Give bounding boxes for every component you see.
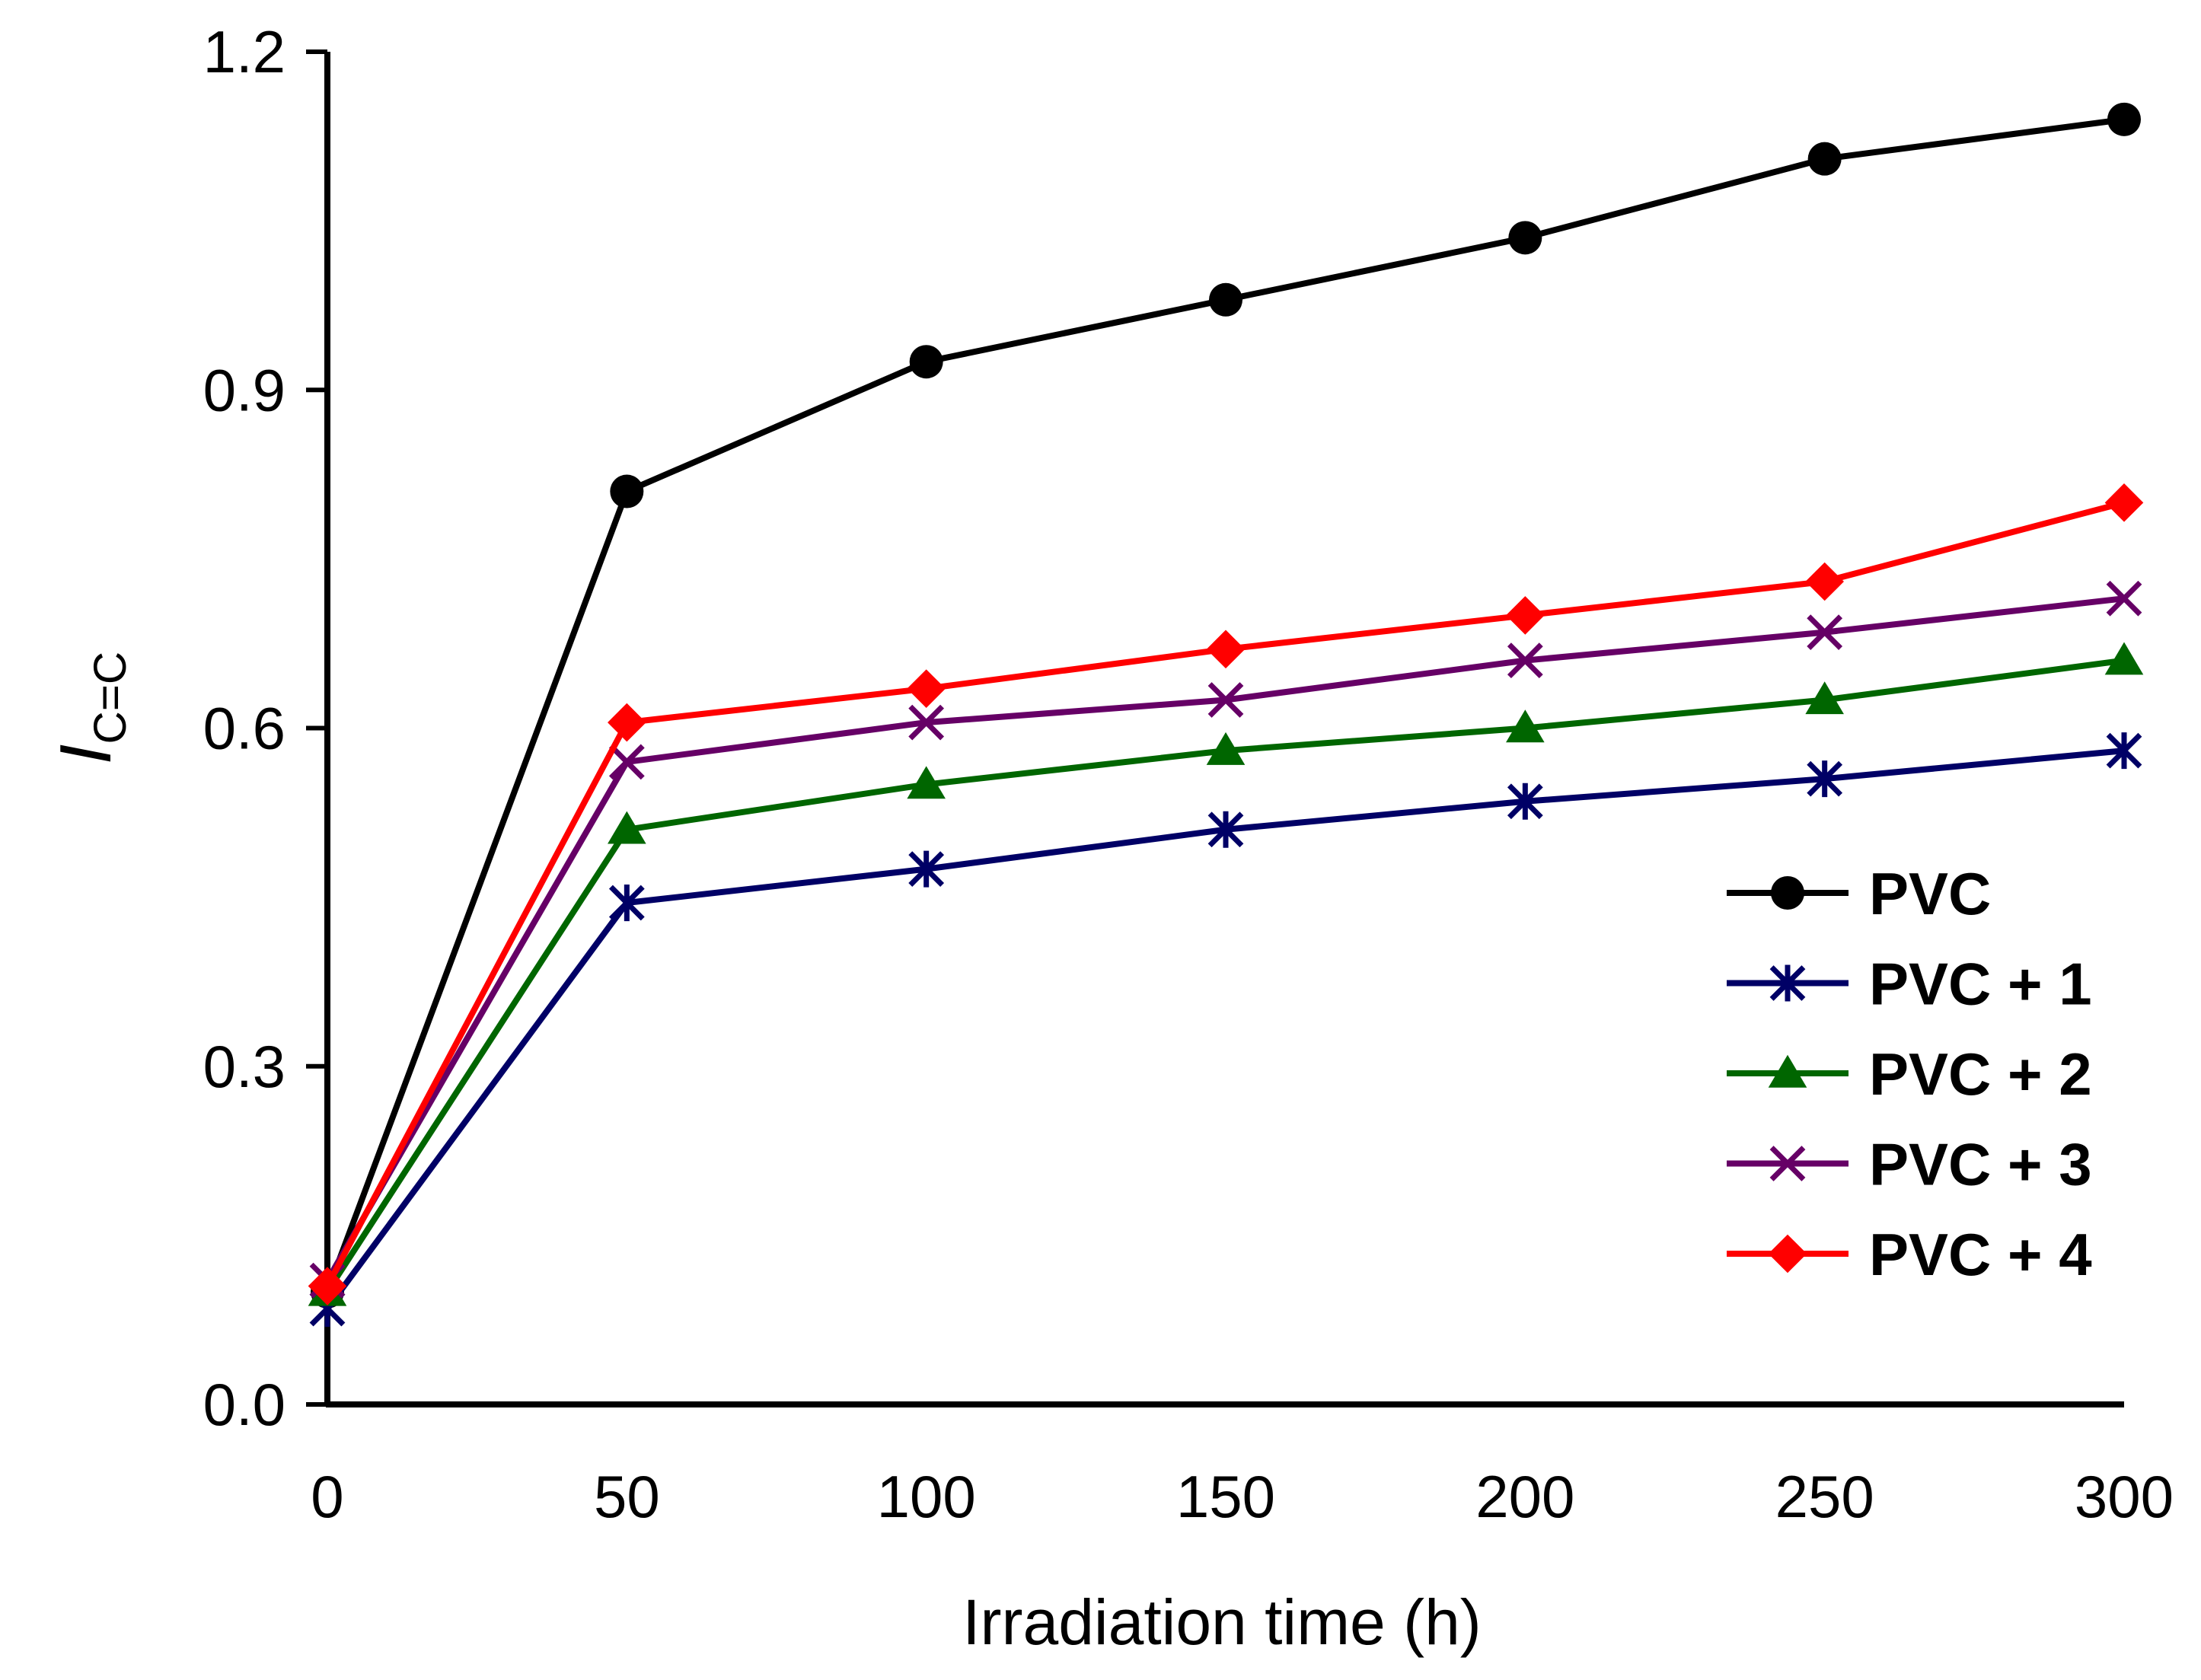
legend-item: PVC + 4 bbox=[1727, 1221, 2092, 1288]
series-pvc-1 bbox=[309, 732, 2142, 1328]
x-axis-title: Irradiation time (h) bbox=[962, 1586, 1482, 1658]
data-point-diamond bbox=[608, 703, 646, 742]
series-pvc-2 bbox=[308, 642, 2144, 1306]
x-tick-label: 300 bbox=[2075, 1463, 2174, 1530]
legend: PVC PVC + 1 PVC + 2 PVC + 3 PVC + 4 bbox=[1727, 860, 2092, 1288]
y-tick-label: 0.6 bbox=[203, 695, 285, 762]
data-point-diamond bbox=[2104, 483, 2144, 522]
data-point-asterisk bbox=[2106, 732, 2142, 770]
data-point-asterisk bbox=[608, 884, 645, 922]
data-point-x bbox=[1807, 614, 1843, 651]
y-axis-title-main: I bbox=[45, 744, 126, 765]
legend-label: PVC + 3 bbox=[1869, 1131, 2092, 1198]
legend-label: PVC + 1 bbox=[1869, 951, 2092, 1018]
data-point-asterisk bbox=[1807, 760, 1843, 798]
y-tick-label: 0.3 bbox=[203, 1033, 285, 1100]
legend-label: PVC + 2 bbox=[1869, 1041, 2092, 1108]
data-point-diamond bbox=[1805, 562, 1844, 601]
data-point-asterisk bbox=[908, 850, 945, 888]
marker-stroke bbox=[1507, 642, 1543, 679]
x-tick-label: 0 bbox=[311, 1463, 343, 1530]
marker-stroke bbox=[1769, 1146, 1806, 1181]
marker-stroke bbox=[908, 704, 945, 741]
data-point-diamond bbox=[308, 1267, 347, 1305]
legend-label: PVC bbox=[1869, 860, 1991, 927]
data-point-circle bbox=[1807, 142, 1842, 176]
series-line bbox=[324, 499, 2126, 1288]
legend-item: PVC + 2 bbox=[1727, 1041, 2092, 1108]
series-pvc-3 bbox=[309, 580, 2142, 1299]
data-point-triangle bbox=[1768, 1054, 1807, 1088]
series-group bbox=[308, 102, 2144, 1328]
marker-stroke bbox=[1207, 682, 1244, 718]
y-tick-label: 0.9 bbox=[203, 356, 285, 423]
y-tick-label: 0.0 bbox=[203, 1371, 285, 1438]
data-point-diamond bbox=[1506, 596, 1545, 635]
series-pvc-4 bbox=[308, 483, 2144, 1305]
legend-item: PVC + 3 bbox=[1727, 1131, 2092, 1198]
data-point-diamond bbox=[1206, 630, 1246, 669]
legend-item: PVC + 1 bbox=[1727, 951, 2092, 1018]
data-point-circle bbox=[2107, 102, 2141, 136]
data-point-circle bbox=[1508, 221, 1542, 255]
data-point-triangle bbox=[1206, 732, 1246, 765]
x-tick-label: 150 bbox=[1176, 1463, 1275, 1530]
data-point-x bbox=[1207, 682, 1244, 718]
x-ticks: 0 50 100 150 200 250 300 bbox=[311, 1463, 2174, 1530]
data-point-x bbox=[1507, 642, 1543, 679]
series-pvc bbox=[311, 102, 2141, 1309]
data-point-asterisk bbox=[1769, 964, 1806, 1002]
y-axis-title: IC=C bbox=[45, 652, 136, 764]
marker-stroke bbox=[608, 744, 645, 780]
data-point-triangle bbox=[1506, 709, 1545, 743]
y-tick-label: 1.2 bbox=[203, 18, 285, 85]
x-tick-label: 250 bbox=[1775, 1463, 1874, 1530]
data-point-x bbox=[908, 704, 945, 741]
data-point-x bbox=[1769, 1146, 1806, 1181]
data-point-triangle bbox=[1805, 681, 1844, 715]
data-point-triangle bbox=[2104, 642, 2144, 675]
legend-label: PVC + 4 bbox=[1869, 1221, 2092, 1288]
data-point-asterisk bbox=[1207, 811, 1244, 848]
data-point-diamond bbox=[1768, 1234, 1807, 1274]
marker-stroke bbox=[1807, 614, 1843, 651]
x-tick-label: 200 bbox=[1475, 1463, 1574, 1530]
data-point-x bbox=[608, 744, 645, 780]
marker-stroke bbox=[2106, 580, 2142, 617]
data-point-circle bbox=[1209, 282, 1242, 317]
y-ticks: 0.0 0.3 0.6 0.9 1.2 bbox=[203, 18, 327, 1438]
data-point-circle bbox=[1771, 876, 1804, 910]
legend-item: PVC bbox=[1727, 860, 1991, 927]
x-tick-label: 50 bbox=[594, 1463, 660, 1530]
x-tick-label: 100 bbox=[877, 1463, 976, 1530]
data-point-asterisk bbox=[1507, 783, 1543, 820]
data-point-triangle bbox=[907, 766, 946, 799]
data-point-circle bbox=[610, 474, 644, 508]
data-point-circle bbox=[909, 345, 943, 379]
axes bbox=[324, 52, 2124, 1407]
data-point-diamond bbox=[907, 669, 946, 708]
y-axis-title-sub: C=C bbox=[85, 652, 136, 744]
data-point-triangle bbox=[608, 811, 646, 844]
data-point-x bbox=[2106, 580, 2142, 617]
